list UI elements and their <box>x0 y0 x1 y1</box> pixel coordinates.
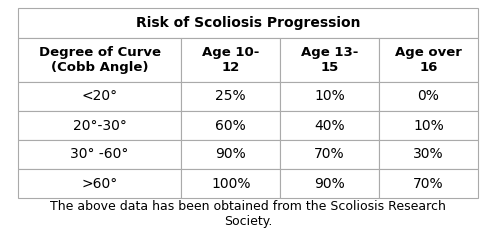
Text: 10%: 10% <box>314 90 345 104</box>
Text: 40%: 40% <box>314 118 345 132</box>
Bar <box>280 38 379 82</box>
Text: Degree of Curve
(Cobb Angle): Degree of Curve (Cobb Angle) <box>38 46 160 74</box>
Text: <20°: <20° <box>82 90 118 104</box>
Text: The above data has been obtained from the Scoliosis Research
Society.: The above data has been obtained from th… <box>50 200 446 228</box>
Text: Age 13-
15: Age 13- 15 <box>301 46 358 74</box>
Text: 70%: 70% <box>314 148 345 162</box>
Bar <box>182 38 280 82</box>
Bar <box>379 169 478 198</box>
Bar <box>280 140 379 169</box>
Text: 25%: 25% <box>216 90 246 104</box>
Bar <box>18 111 182 140</box>
Bar <box>182 111 280 140</box>
Bar <box>182 169 280 198</box>
Bar <box>18 82 182 111</box>
Text: Age over
16: Age over 16 <box>395 46 462 74</box>
Bar <box>18 140 182 169</box>
Text: 100%: 100% <box>211 176 250 190</box>
Text: 10%: 10% <box>413 118 444 132</box>
Text: 30%: 30% <box>413 148 444 162</box>
Bar <box>280 111 379 140</box>
Bar <box>379 38 478 82</box>
Bar <box>280 169 379 198</box>
Bar <box>18 38 182 82</box>
Text: 60%: 60% <box>216 118 246 132</box>
Bar <box>18 8 478 38</box>
Text: Risk of Scoliosis Progression: Risk of Scoliosis Progression <box>136 16 360 30</box>
Bar <box>182 82 280 111</box>
Text: >60°: >60° <box>82 176 118 190</box>
Text: 90%: 90% <box>314 176 345 190</box>
Bar <box>182 140 280 169</box>
Text: 70%: 70% <box>413 176 444 190</box>
Text: 20°-30°: 20°-30° <box>72 118 126 132</box>
Text: 30° -60°: 30° -60° <box>70 148 129 162</box>
Bar <box>379 82 478 111</box>
Bar <box>379 111 478 140</box>
Text: 0%: 0% <box>418 90 440 104</box>
Bar <box>379 140 478 169</box>
Text: Age 10-
12: Age 10- 12 <box>202 46 260 74</box>
Bar <box>280 82 379 111</box>
Bar <box>18 169 182 198</box>
Text: 90%: 90% <box>216 148 246 162</box>
